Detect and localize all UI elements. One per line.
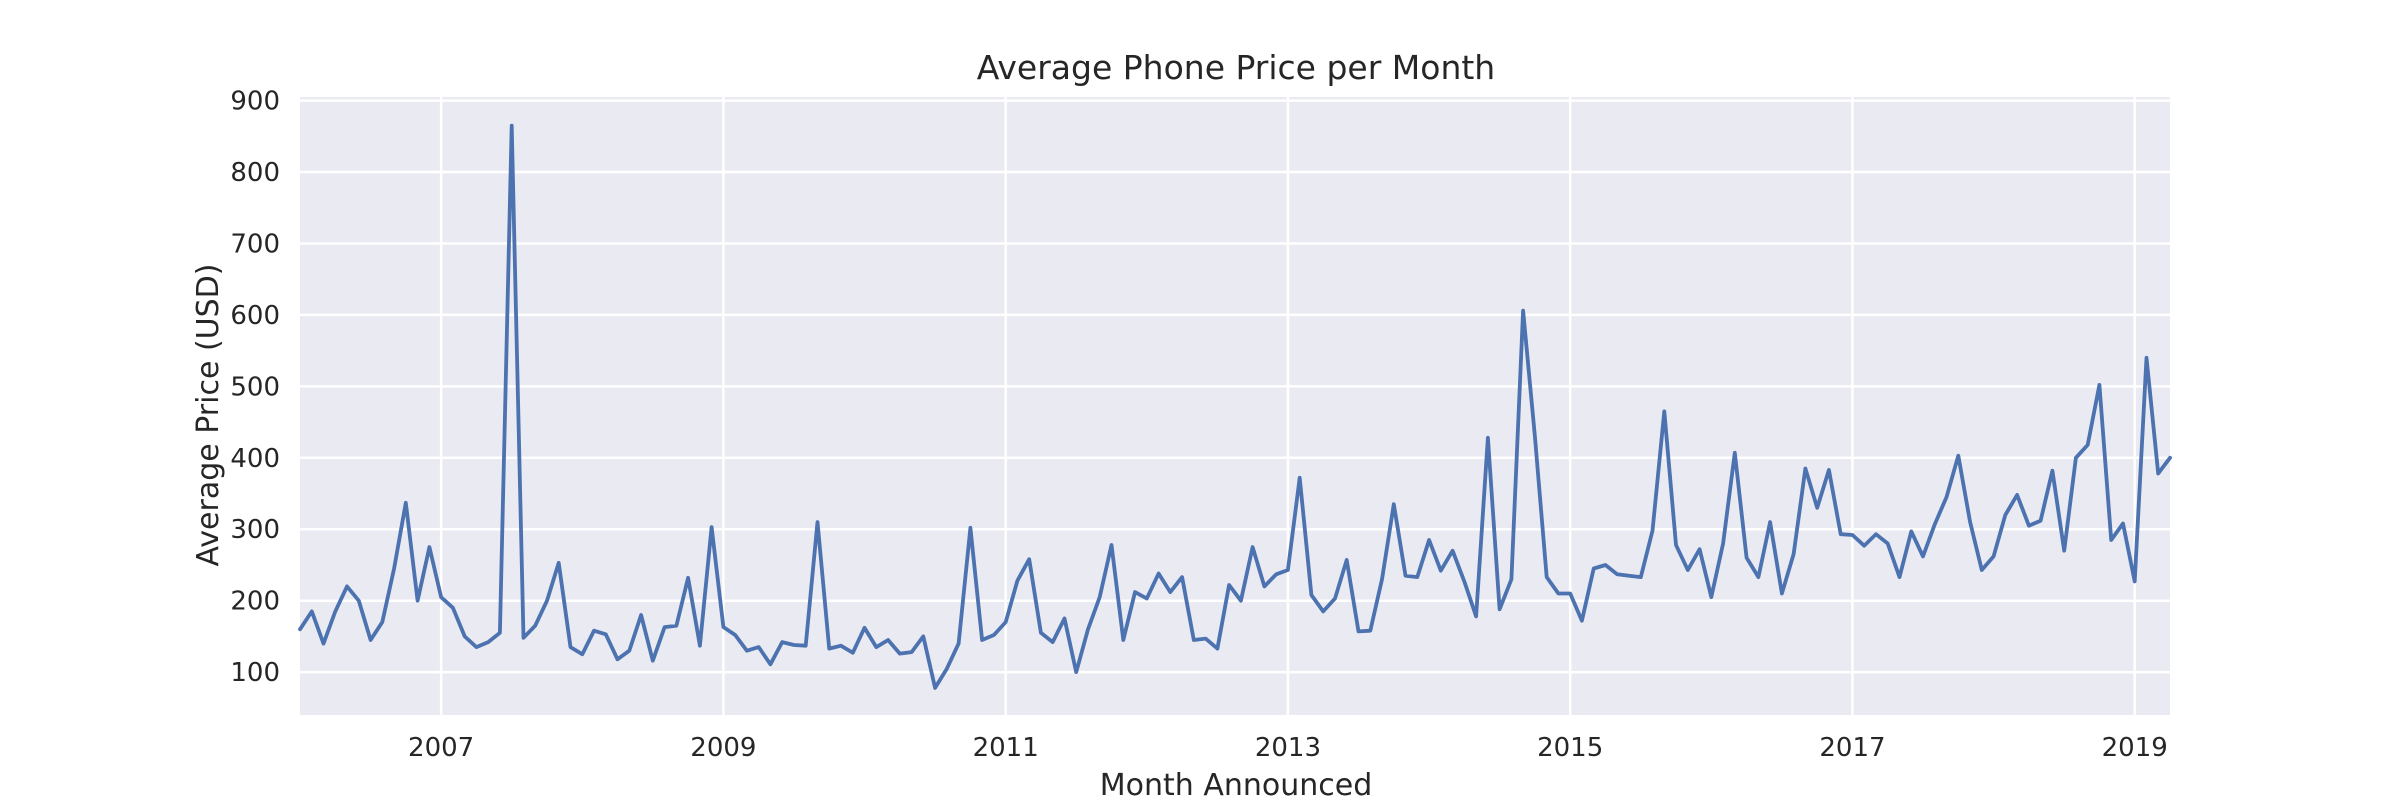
x-tick-label: 2009 [690, 733, 756, 763]
y-tick-label: 900 [230, 87, 280, 117]
x-tick-label: 2015 [1537, 733, 1603, 763]
y-tick-label: 400 [230, 444, 280, 474]
y-tick-label: 300 [230, 515, 280, 545]
y-tick-label: 700 [230, 229, 280, 259]
x-axis-title: Month Announced [1100, 768, 1373, 800]
x-tick-labels: 2007 2009 2011 2013 2015 2017 2019 [408, 733, 2168, 763]
y-axis-title: Average Price (USD) [191, 264, 226, 567]
series-line [298, 123, 2172, 690]
x-tick-label: 2013 [1255, 733, 1321, 763]
x-tick-label: 2011 [973, 733, 1039, 763]
grid-lines [300, 97, 2170, 715]
x-tick-label: 2019 [2102, 733, 2168, 763]
y-tick-label: 100 [230, 658, 280, 688]
y-tick-label: 800 [230, 158, 280, 188]
y-tick-label: 600 [230, 301, 280, 331]
x-tick-label: 2017 [1819, 733, 1885, 763]
plot-background [300, 97, 2170, 715]
chart-title: Average Phone Price per Month [977, 48, 1495, 87]
y-tick-labels: 100 200 300 400 500 600 700 800 900 [230, 87, 280, 689]
y-tick-label: 500 [230, 372, 280, 402]
x-tick-label: 2007 [408, 733, 474, 763]
y-tick-label: 200 [230, 587, 280, 617]
